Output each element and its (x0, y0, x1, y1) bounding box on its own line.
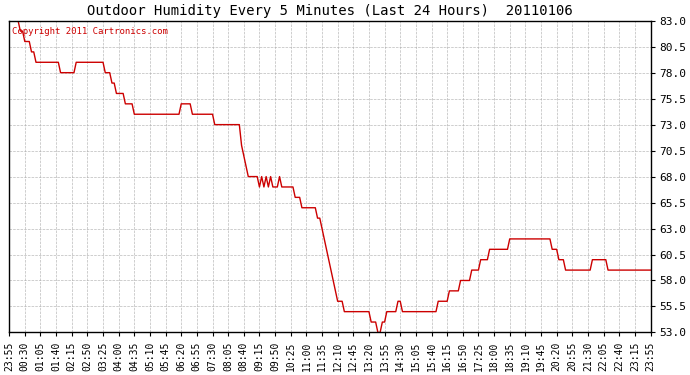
Text: Copyright 2011 Cartronics.com: Copyright 2011 Cartronics.com (12, 27, 168, 36)
Title: Outdoor Humidity Every 5 Minutes (Last 24 Hours)  20110106: Outdoor Humidity Every 5 Minutes (Last 2… (87, 4, 573, 18)
